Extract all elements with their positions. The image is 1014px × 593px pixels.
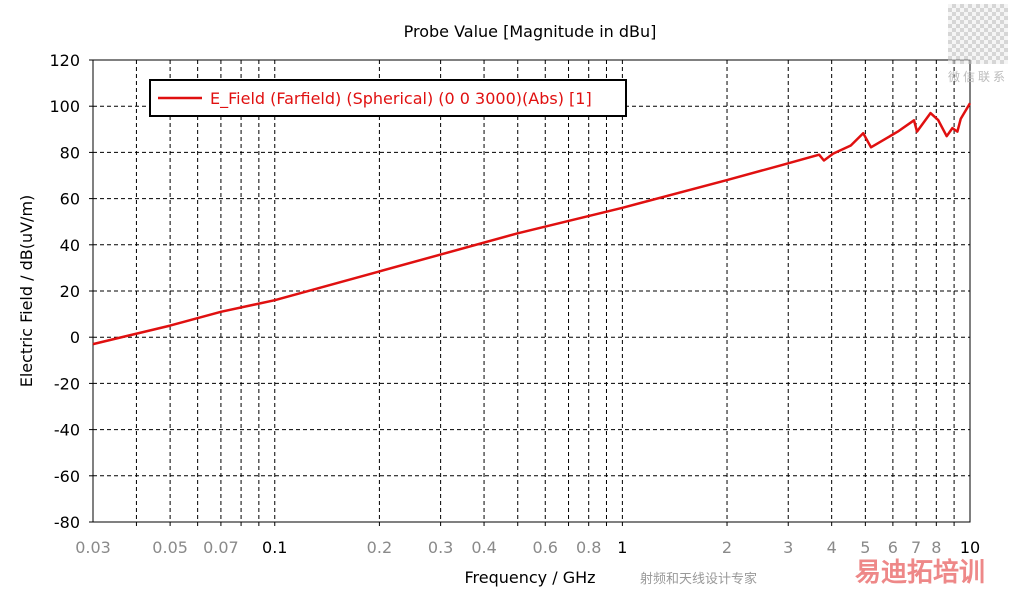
y-tick-label: 120 — [49, 51, 80, 70]
x-tick-label: 6 — [888, 538, 898, 557]
qr-caption: 微信联系 — [948, 70, 1009, 84]
legend: E_Field (Farfield) (Spherical) (0 0 3000… — [149, 79, 627, 117]
x-tick-label: 0.6 — [533, 538, 558, 557]
x-tick-label: 8 — [931, 538, 941, 557]
x-tick-label: 0.05 — [152, 538, 188, 557]
series-layer — [92, 102, 972, 346]
legend-label: E_Field (Farfield) (Spherical) (0 0 3000… — [210, 89, 592, 109]
series-line — [92, 102, 972, 346]
x-tick-label: 0.07 — [203, 538, 239, 557]
y-tick-label: 40 — [60, 236, 80, 255]
x-axis-label: Frequency / GHz — [464, 568, 595, 587]
y-axis-ticks: -80 -60 -40 -20 0 20 40 60 80 100 120 — [49, 51, 93, 532]
tagline-watermark: 射频和天线设计专家 — [640, 572, 758, 587]
y-axis-label: Electric Field / dB(uV/m) — [17, 195, 36, 388]
y-tick-label: 60 — [60, 190, 80, 209]
y-tick-label: 80 — [60, 143, 80, 162]
x-axis-ticks: 0.03 0.05 0.07 0.1 0.2 0.3 0.4 0.6 0.8 1 2 3 4 5 6 7 8 10 — [75, 538, 980, 557]
x-tick-label: 0.1 — [262, 538, 287, 557]
x-tick-label: 7 — [911, 538, 921, 557]
x-tick-label: 3 — [783, 538, 793, 557]
x-tick-label: 2 — [722, 538, 732, 557]
qr-watermark — [948, 4, 1008, 64]
x-tick-label: 0.8 — [576, 538, 601, 557]
chart-title: Probe Value [Magnitude in dBu] — [404, 22, 657, 41]
x-tick-label: 0.3 — [428, 538, 453, 557]
x-tick-label: 0.4 — [471, 538, 496, 557]
y-tick-label: -80 — [54, 513, 80, 532]
x-tick-label: 4 — [827, 538, 837, 557]
x-tick-label: 1 — [617, 538, 627, 557]
y-tick-label: -20 — [54, 374, 80, 393]
plot-frame — [92, 59, 971, 523]
y-tick-label: 100 — [49, 97, 80, 116]
y-tick-label: 20 — [60, 282, 80, 301]
legend-box — [149, 79, 627, 117]
brand-watermark: 易迪拓培训 — [855, 558, 986, 588]
x-tick-label: 0.03 — [75, 538, 111, 557]
x-tick-label: 5 — [860, 538, 870, 557]
y-tick-label: 0 — [70, 328, 80, 347]
x-tick-label: 10 — [960, 538, 980, 557]
y-tick-label: -60 — [54, 467, 80, 486]
y-tick-label: -40 — [54, 421, 80, 440]
x-tick-label: 0.2 — [367, 538, 392, 557]
grid — [93, 60, 970, 526]
